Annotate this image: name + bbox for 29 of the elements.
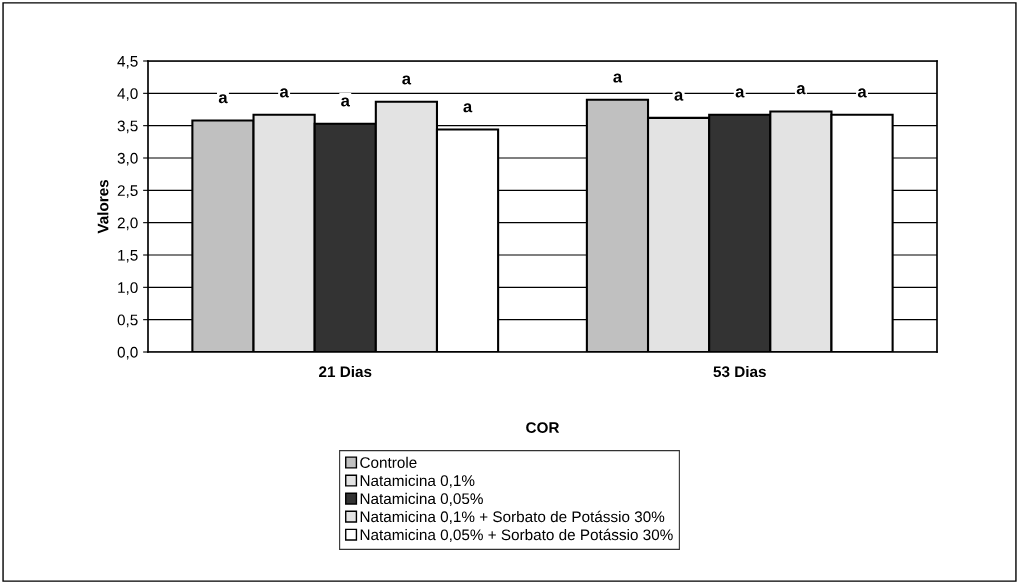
y-tick-label: 2,5: [117, 185, 138, 198]
data-label: a: [735, 88, 745, 98]
data-label: a: [279, 88, 289, 98]
data-label: a: [674, 91, 684, 101]
y-tick-label: 4,0: [117, 88, 138, 101]
data-label: a: [796, 85, 806, 95]
legend-label: Natamicina 0,1%: [360, 474, 475, 488]
y-tick-label: 4,5: [117, 56, 138, 69]
legend-label: Natamicina 0,05%: [360, 492, 483, 506]
y-tick-label: 2,0: [117, 217, 138, 231]
y-tick-label: 1,0: [118, 282, 138, 295]
data-label: a: [402, 75, 412, 85]
x-axis-title: COR: [526, 422, 560, 434]
data-label: a: [463, 103, 473, 113]
data-label: a: [857, 88, 867, 98]
y-tick-label: 0,5: [117, 314, 138, 328]
data-label: a: [218, 94, 228, 104]
data-label: a: [613, 73, 623, 83]
y-tick-label: 3,0: [117, 152, 138, 166]
x-tick-label: 21 Dias: [319, 365, 372, 378]
data-label: a: [341, 97, 350, 107]
y-tick-label: 3,5: [117, 120, 138, 134]
y-axis-title: Valores: [97, 179, 109, 234]
y-tick-label: 1,5: [118, 250, 138, 263]
legend-label: Natamicina 0,05% + Sorbato de Potássio 30%: [360, 528, 673, 543]
x-tick-label: 53 Dias: [713, 365, 766, 378]
y-tick-label: 0,0: [117, 346, 138, 360]
legend-label: Natamicina 0,1% + Sorbato de Potássio 30%: [360, 510, 665, 524]
legend-label: Controle: [360, 456, 417, 468]
